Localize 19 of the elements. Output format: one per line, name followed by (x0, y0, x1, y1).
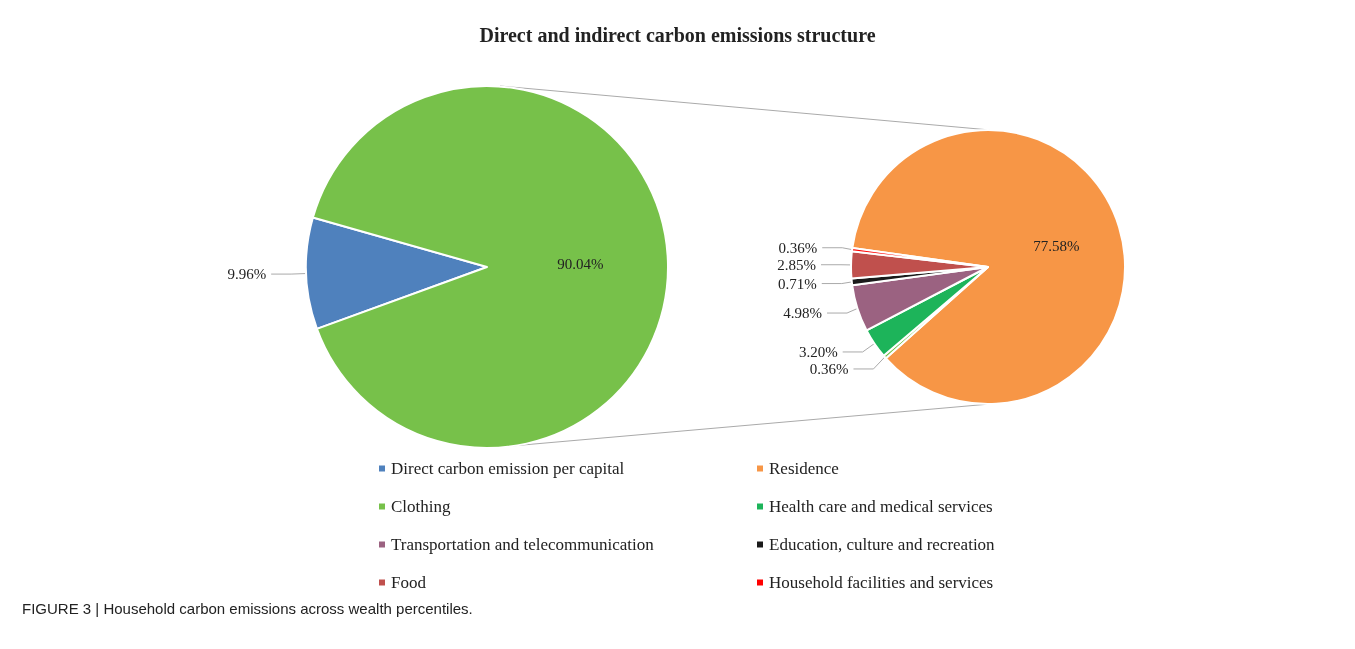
data-label: 2.85% (777, 256, 817, 273)
legend-label: Household facilities and services (769, 573, 994, 592)
data-label: 90.04% (557, 255, 604, 272)
data-label: 77.58% (1033, 238, 1080, 255)
legend-label: Health care and medical services (769, 497, 993, 516)
legend-label: Residence (769, 459, 839, 478)
data-label: 4.98% (783, 305, 823, 322)
data-label: 9.96% (227, 266, 267, 283)
chart-title: Direct and indirect carbon emissions structure (479, 24, 876, 46)
legend-label: Transportation and telecommunication (391, 535, 655, 554)
data-label: 3.20% (798, 343, 838, 360)
legend-label: Food (391, 573, 427, 592)
legend-label: Direct carbon emission per capital (391, 459, 625, 478)
legend-label: Clothing (391, 497, 452, 516)
data-label: 0.71% (778, 275, 817, 292)
data-label: 0.36% (809, 360, 849, 377)
data-label: 0.36% (778, 239, 818, 256)
legend-label: Education, culture and recreation (769, 535, 996, 554)
caption: FIGURE 3 | Household carbon emissions across wealth percentiles. (22, 600, 473, 617)
